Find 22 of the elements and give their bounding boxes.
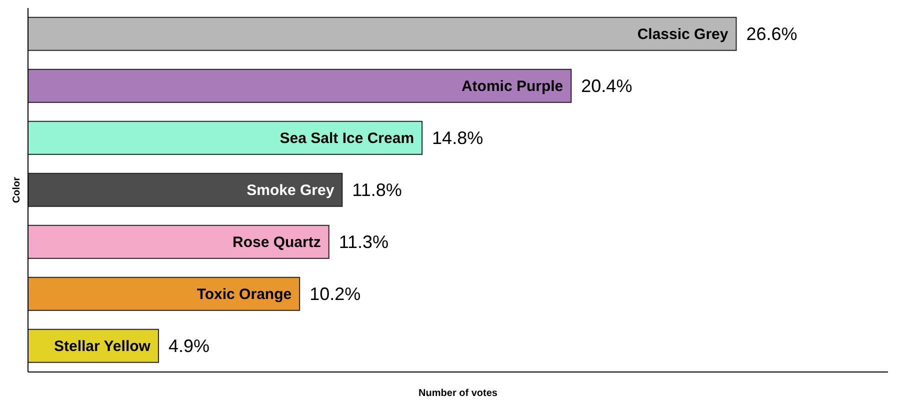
y-tick-label: Sea Salt Ice Cream xyxy=(280,130,414,148)
data-label: 14.8% xyxy=(432,128,484,148)
bar xyxy=(28,68,572,103)
bar xyxy=(28,172,343,207)
y-tick-label: Smoke Grey xyxy=(246,182,335,200)
y-tick-label: Atomic Purple xyxy=(461,78,564,96)
y-tick-label: Rose Quartz xyxy=(232,234,321,252)
data-label: 11.3% xyxy=(338,232,389,252)
data-label: 11.8% xyxy=(352,180,402,200)
data-label: 20.4% xyxy=(581,76,632,96)
bar xyxy=(28,276,300,311)
bar xyxy=(28,224,330,259)
y-tick-label: Classic Grey xyxy=(637,26,729,44)
data-label: 26.6% xyxy=(746,24,798,44)
bar xyxy=(28,16,737,51)
x-axis-title: Number of votes xyxy=(418,388,498,399)
bar xyxy=(28,120,423,155)
y-axis-title: Color xyxy=(12,176,22,204)
data-label: 10.2% xyxy=(310,284,361,304)
data-label: 4.9% xyxy=(168,336,210,356)
y-tick-label: Stellar Yellow xyxy=(54,338,151,356)
y-tick-label: Toxic Orange xyxy=(196,286,292,304)
